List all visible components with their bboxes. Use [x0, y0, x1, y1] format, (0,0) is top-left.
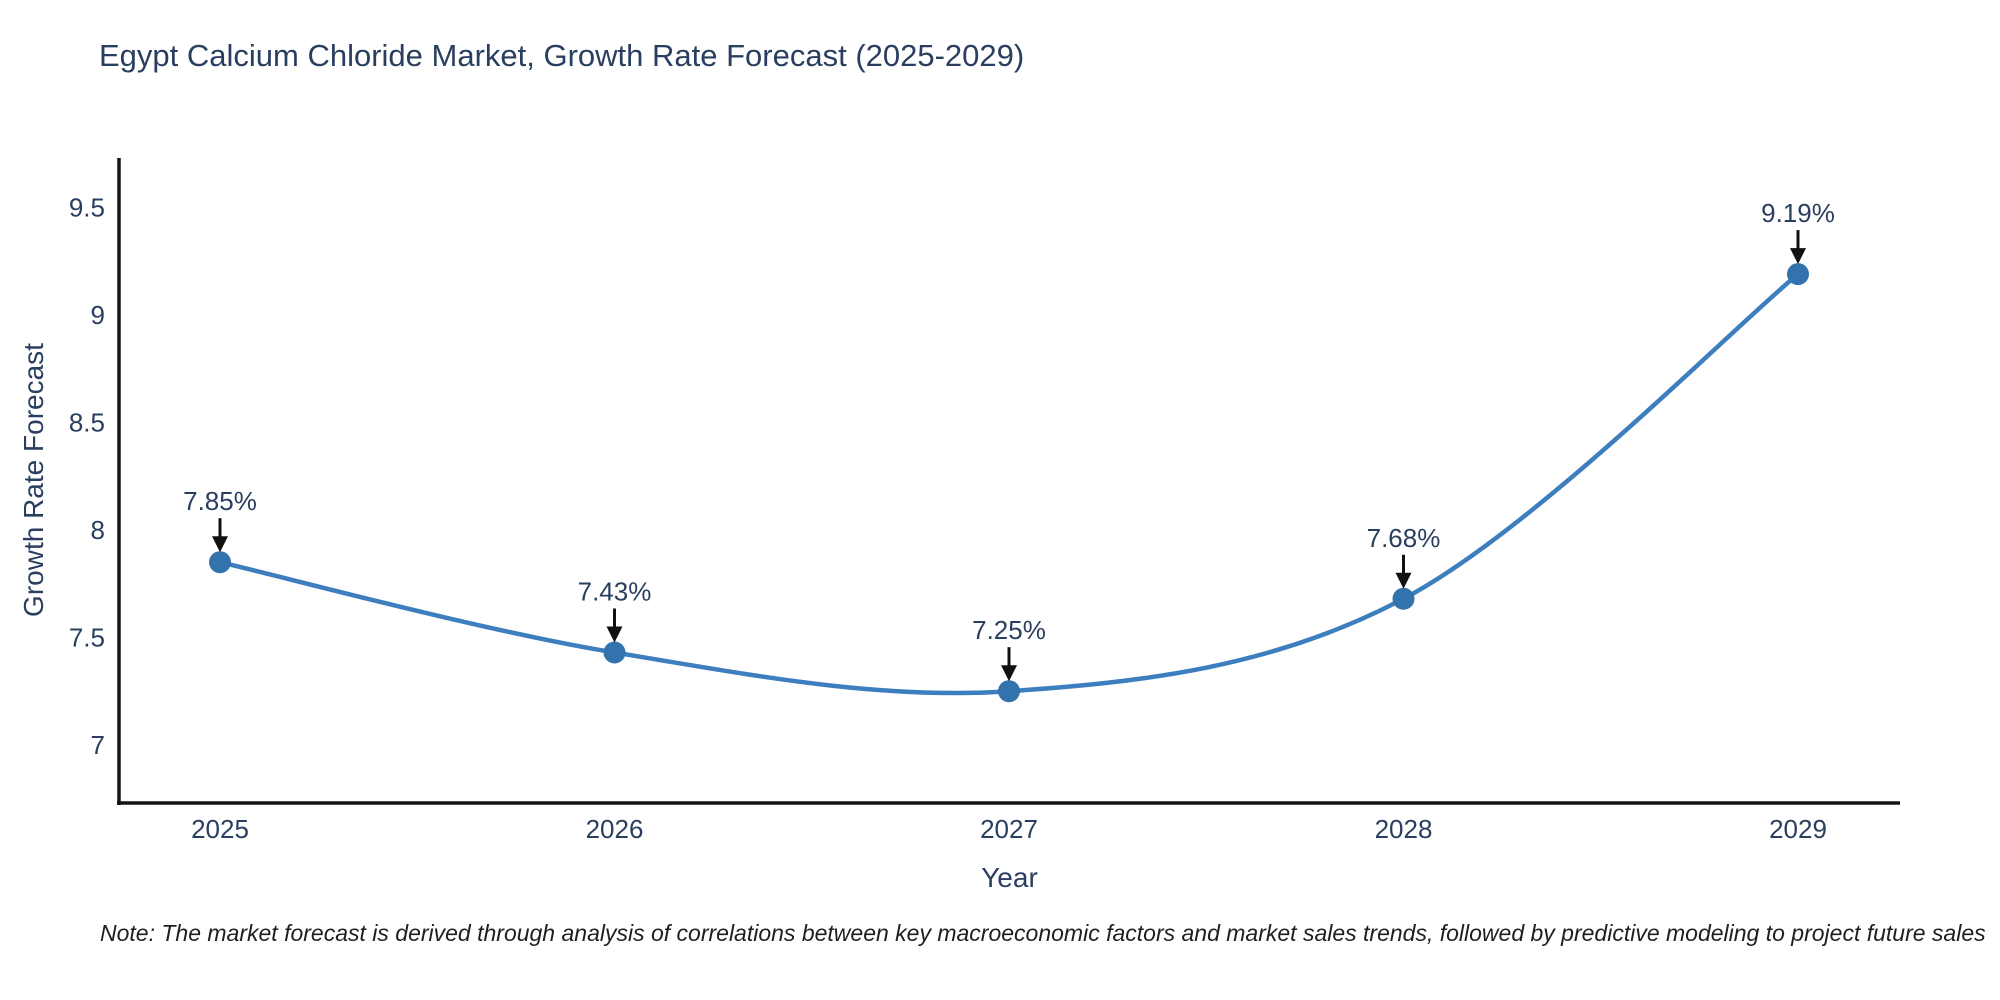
data-point-marker[interactable]	[998, 680, 1020, 703]
y-tick-label: 8.5	[69, 407, 105, 437]
data-point-marker[interactable]	[1787, 263, 1809, 286]
x-tick-label: 2027	[980, 814, 1038, 844]
data-point-marker[interactable]	[209, 551, 231, 574]
data-point-marker[interactable]	[1392, 587, 1415, 610]
data-point-marker[interactable]	[603, 641, 626, 664]
chart-title: Egypt Calcium Chloride Market, Growth Ra…	[99, 38, 1025, 73]
x-axis-title: Year	[981, 862, 1038, 893]
point-value-label: 7.85%	[183, 486, 257, 516]
x-tick-label: 2028	[1375, 814, 1433, 844]
x-tick-label: 2026	[586, 814, 644, 844]
y-tick-label: 7.5	[69, 622, 105, 652]
annotation-arrowhead	[1790, 248, 1806, 265]
y-tick-label: 7	[91, 730, 105, 760]
point-value-label: 9.19%	[1761, 198, 1835, 228]
annotation-arrowhead	[1001, 665, 1017, 682]
point-value-label: 7.43%	[578, 577, 652, 607]
annotation-arrowhead	[1395, 572, 1412, 589]
point-value-label: 7.25%	[972, 615, 1046, 645]
y-tick-label: 9	[91, 300, 105, 330]
footnote: Note: The market forecast is derived thr…	[100, 920, 1986, 946]
x-tick-label: 2029	[1769, 814, 1827, 844]
y-tick-label: 9.5	[69, 192, 105, 222]
y-tick-label: 8	[91, 515, 105, 545]
annotation-arrowhead	[606, 626, 623, 643]
x-tick-label: 2025	[191, 814, 249, 844]
point-value-label: 7.68%	[1367, 523, 1441, 553]
annotation-arrowhead	[212, 536, 228, 553]
